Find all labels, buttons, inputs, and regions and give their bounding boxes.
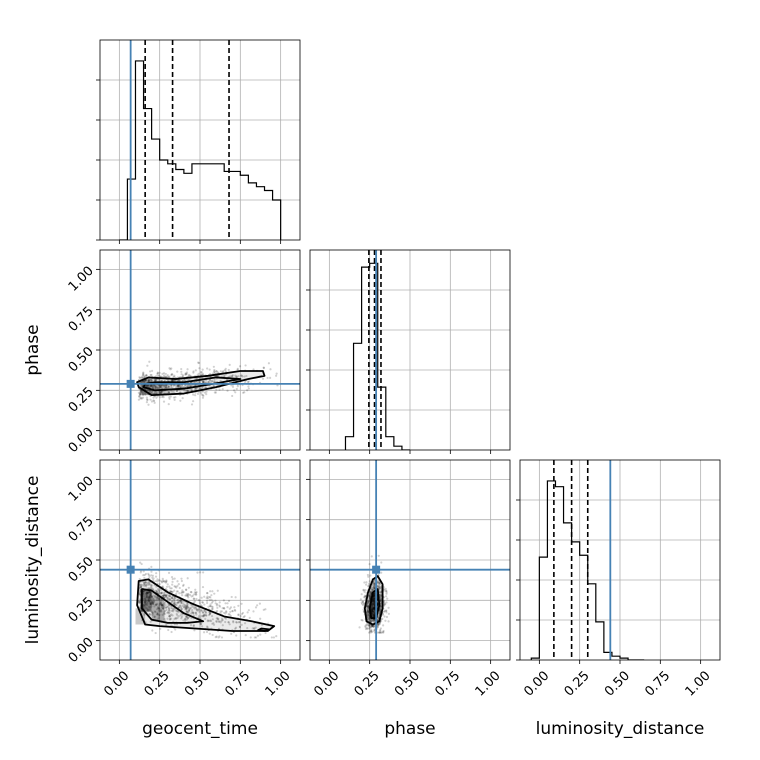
y-axis-label-luminosity_distance: luminosity_distance — [23, 476, 43, 645]
x-tick-label-geocent_time-0: 0.00 — [101, 668, 132, 699]
x-tick-label-geocent_time-3: 0.75 — [222, 668, 253, 699]
contour-phase__luminosity_distance-1 — [368, 588, 381, 619]
hist-step-luminosity_distance — [530, 480, 645, 660]
contour-geocent_time__luminosity_distance-2 — [257, 627, 271, 632]
x-axis-label-luminosity_distance: luminosity_distance — [536, 719, 705, 739]
x-tick-label-geocent_time-2: 0.50 — [182, 668, 213, 699]
y-tick-label-luminosity_distance-0: 0.00 — [66, 635, 97, 666]
y-tick-label-luminosity_distance-2: 0.50 — [66, 554, 97, 585]
panel-content — [100, 250, 300, 450]
x-tick-label-luminosity_distance-4: 1.00 — [683, 668, 714, 699]
scatter-panel-geocent_time__luminosity_distance — [99, 459, 301, 661]
scatter-panel-geocent_time__phase — [99, 249, 301, 451]
y-tick-label-luminosity_distance-1: 0.25 — [66, 595, 97, 626]
x-tick-label-luminosity_distance-2: 0.50 — [602, 668, 633, 699]
x-axis-label-geocent_time: geocent_time — [142, 719, 258, 739]
panel-content — [310, 460, 510, 660]
panel-content — [310, 250, 510, 450]
x-tick-label-geocent_time-4: 1.00 — [263, 668, 294, 699]
density-block-1 — [151, 595, 165, 622]
x-tick-label-luminosity_distance-0: 0.00 — [521, 668, 552, 699]
y-tick-label-luminosity_distance-3: 0.75 — [66, 514, 97, 545]
y-tick-label-phase-4: 1.00 — [66, 264, 97, 295]
density-block-0 — [369, 592, 378, 619]
contour-geocent_time__luminosity_distance-0 — [136, 578, 276, 632]
panel-content — [100, 40, 300, 240]
contour-geocent_time__luminosity_distance-1 — [141, 588, 205, 624]
panel-content — [100, 460, 300, 660]
density-block-0 — [140, 589, 152, 612]
density-block-1 — [151, 382, 168, 396]
truth-marker-geocent_time__phase — [126, 379, 135, 388]
scatter-panel-phase__luminosity_distance — [309, 459, 511, 661]
y-tick-label-phase-0: 0.00 — [66, 425, 97, 456]
truth-marker-phase__luminosity_distance — [372, 565, 381, 574]
y-tick-label-phase-3: 0.75 — [66, 304, 97, 335]
panel-content — [520, 460, 720, 660]
y-tick-label-luminosity_distance-4: 1.00 — [66, 474, 97, 505]
y-axis-label-phase: phase — [23, 324, 43, 375]
hist-panel-luminosity_distance — [516, 459, 721, 661]
x-axis-label-phase: phase — [384, 719, 435, 739]
x-tick-label-phase-2: 0.50 — [392, 668, 423, 699]
x-tick-label-luminosity_distance-1: 0.25 — [562, 668, 593, 699]
density-block-2 — [135, 608, 146, 625]
hist-panel-phase — [306, 249, 511, 451]
y-tick-label-phase-2: 0.50 — [66, 344, 97, 375]
x-tick-label-phase-0: 0.00 — [311, 668, 342, 699]
hist-panel-geocent_time — [96, 39, 301, 241]
x-tick-label-luminosity_distance-3: 0.75 — [642, 668, 673, 699]
y-tick-label-phase-1: 0.25 — [66, 385, 97, 416]
x-tick-label-phase-3: 0.75 — [432, 668, 463, 699]
hist-step-phase — [344, 262, 410, 450]
density-block-1 — [366, 605, 372, 625]
x-tick-label-phase-4: 1.00 — [473, 668, 504, 699]
truth-marker-geocent_time__luminosity_distance — [126, 565, 135, 574]
x-tick-label-geocent_time-1: 0.25 — [142, 668, 173, 699]
x-tick-label-phase-1: 0.25 — [352, 668, 383, 699]
hist-step-geocent_time — [119, 60, 282, 240]
